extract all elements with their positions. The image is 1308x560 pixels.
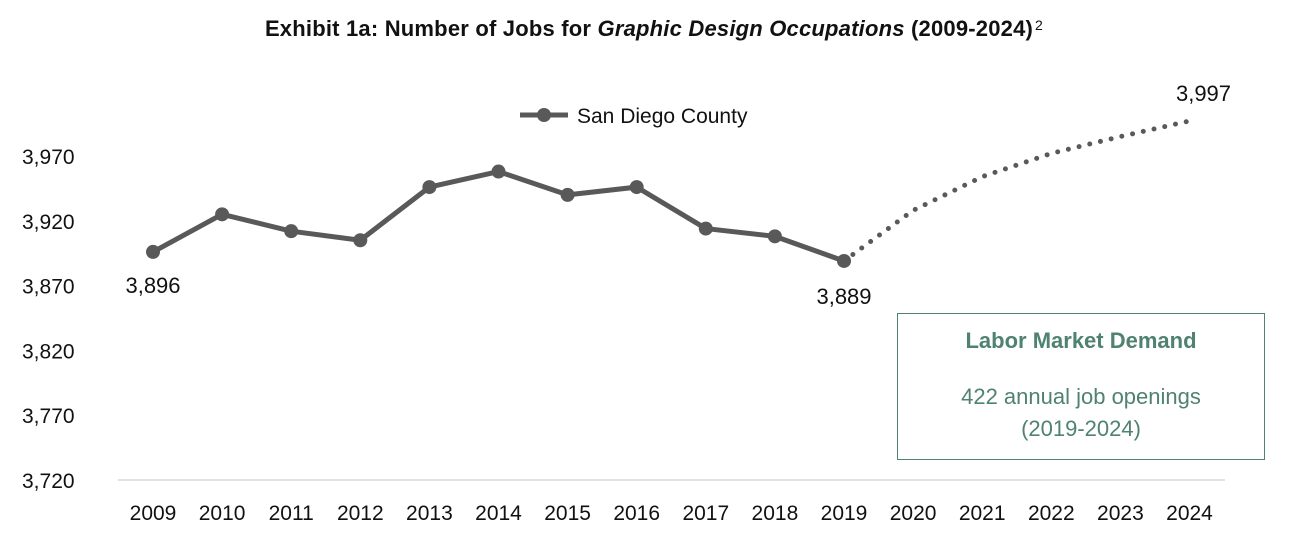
data-point (215, 207, 230, 222)
y-tick-label: 3,770 (22, 405, 75, 428)
y-tick-label: 3,920 (22, 211, 75, 234)
data-label: 3,896 (125, 273, 180, 298)
projection-line (841, 118, 1192, 264)
data-label: 3,997 (1176, 81, 1231, 106)
data-point (284, 224, 299, 239)
series-line (151, 169, 845, 264)
x-tick-label: 2013 (406, 502, 453, 525)
x-axis-ticks: 2009 2010 2011 2012 2013 2014 2015 2016 2017 2018… (130, 502, 1214, 525)
x-tick-label: 2015 (544, 502, 591, 525)
data-point (353, 233, 368, 248)
x-tick-label: 2011 (269, 502, 314, 525)
x-tick-label: 2023 (1097, 502, 1144, 525)
data-point (698, 221, 713, 236)
legend-label: San Diego County (577, 105, 748, 128)
x-tick-label: 2024 (1166, 502, 1213, 525)
data-point (837, 253, 851, 268)
callout-openings: 422 annual job openings (961, 384, 1201, 409)
data-point (629, 180, 644, 195)
data-labels: 3,896 3,889 3,997 (125, 81, 1231, 309)
title-italic: Graphic Design Occupations (597, 16, 905, 41)
x-tick-label: 2022 (1028, 502, 1075, 525)
callout-title: Labor Market Demand (965, 328, 1197, 353)
callout-period: (2019-2024) (1021, 416, 1141, 441)
data-label: 3,889 (816, 284, 871, 309)
data-point (491, 164, 506, 179)
x-tick-label: 2019 (821, 502, 868, 525)
labor-market-callout: Labor Market Demand 422 annual job openi… (897, 313, 1265, 460)
chart-title: Exhibit 1a: Number of Jobs for Graphic D… (0, 16, 1308, 42)
y-tick-label: 3,870 (22, 276, 75, 299)
data-point (422, 180, 437, 195)
x-tick-label: 2014 (475, 502, 522, 525)
data-point (560, 187, 575, 202)
y-tick-label: 3,820 (22, 340, 75, 363)
x-tick-label: 2018 (752, 502, 799, 525)
series-markers (146, 164, 851, 268)
title-suffix: (2009-2024) (904, 16, 1034, 41)
legend-marker (537, 108, 551, 122)
x-tick-label: 2012 (337, 502, 384, 525)
x-tick-label: 2021 (959, 502, 1006, 525)
data-point (767, 229, 782, 244)
x-tick-label: 2017 (682, 502, 729, 525)
title-prefix: Exhibit 1a: Number of Jobs for (264, 16, 598, 41)
data-point (146, 244, 160, 259)
series-lines (151, 118, 1192, 264)
y-tick-label: 3,720 (22, 470, 75, 493)
y-axis-ticks: 3,720 3,770 3,820 3,870 3,920 3,970 (22, 146, 75, 493)
x-tick-label: 2010 (199, 502, 246, 525)
y-tick-label: 3,970 (22, 146, 75, 169)
x-tick-label: 2009 (130, 502, 177, 525)
title-footnote: 2 (1035, 17, 1044, 33)
x-tick-label: 2016 (613, 502, 660, 525)
legend: San Diego County (520, 105, 748, 128)
x-tick-label: 2020 (890, 502, 937, 525)
